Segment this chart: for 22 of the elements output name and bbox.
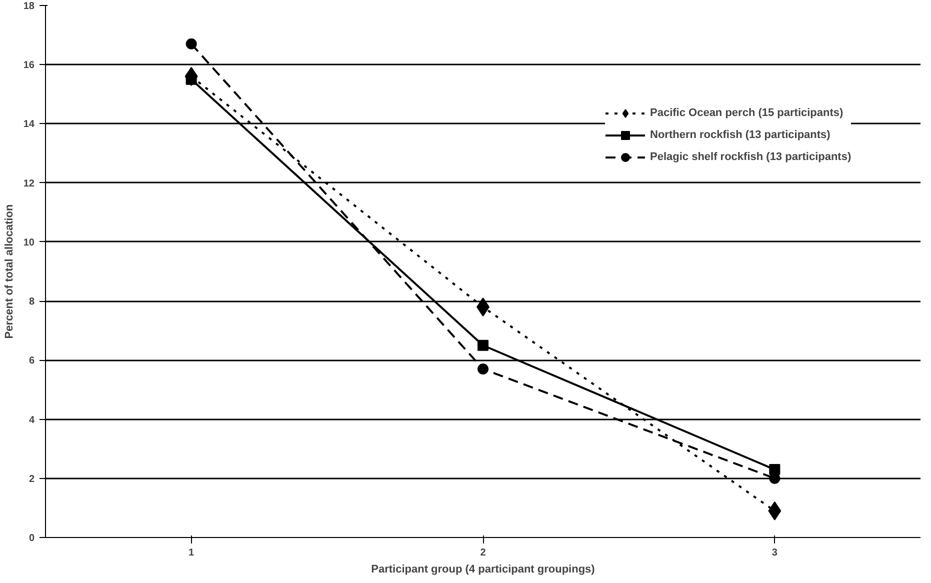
legend-label: Pelagic shelf rockfish (13 participants) <box>650 151 852 163</box>
point <box>478 364 488 375</box>
x-tick-label: 3 <box>772 548 778 558</box>
y-tick-label: 12 <box>23 178 35 190</box>
legend-label: Northern rockfish (13 participants) <box>650 129 830 141</box>
x-axis-title: Participant group (4 participant groupings) <box>371 564 596 576</box>
y-tick-label: 6 <box>28 356 35 367</box>
y-tick-label: 16 <box>23 60 35 72</box>
y-tick-label: 4 <box>28 414 35 426</box>
x-tick-label: 2 <box>480 548 486 558</box>
x-tick-label: 1 <box>188 548 195 558</box>
legend-label: Pacific Ocean perch (15 participants) <box>650 107 844 119</box>
point <box>769 464 780 476</box>
point <box>478 340 488 351</box>
point <box>186 38 197 50</box>
y-tick-label: 0 <box>28 533 35 544</box>
y-tick-label: 14 <box>23 119 35 130</box>
y-tick-label: 18 <box>23 1 35 12</box>
y-axis-title: Percent of total allocation <box>3 204 16 339</box>
y-tick-label: 8 <box>28 296 35 308</box>
y-tick-label: 10 <box>23 237 35 248</box>
y-tick-label: 2 <box>28 474 35 485</box>
